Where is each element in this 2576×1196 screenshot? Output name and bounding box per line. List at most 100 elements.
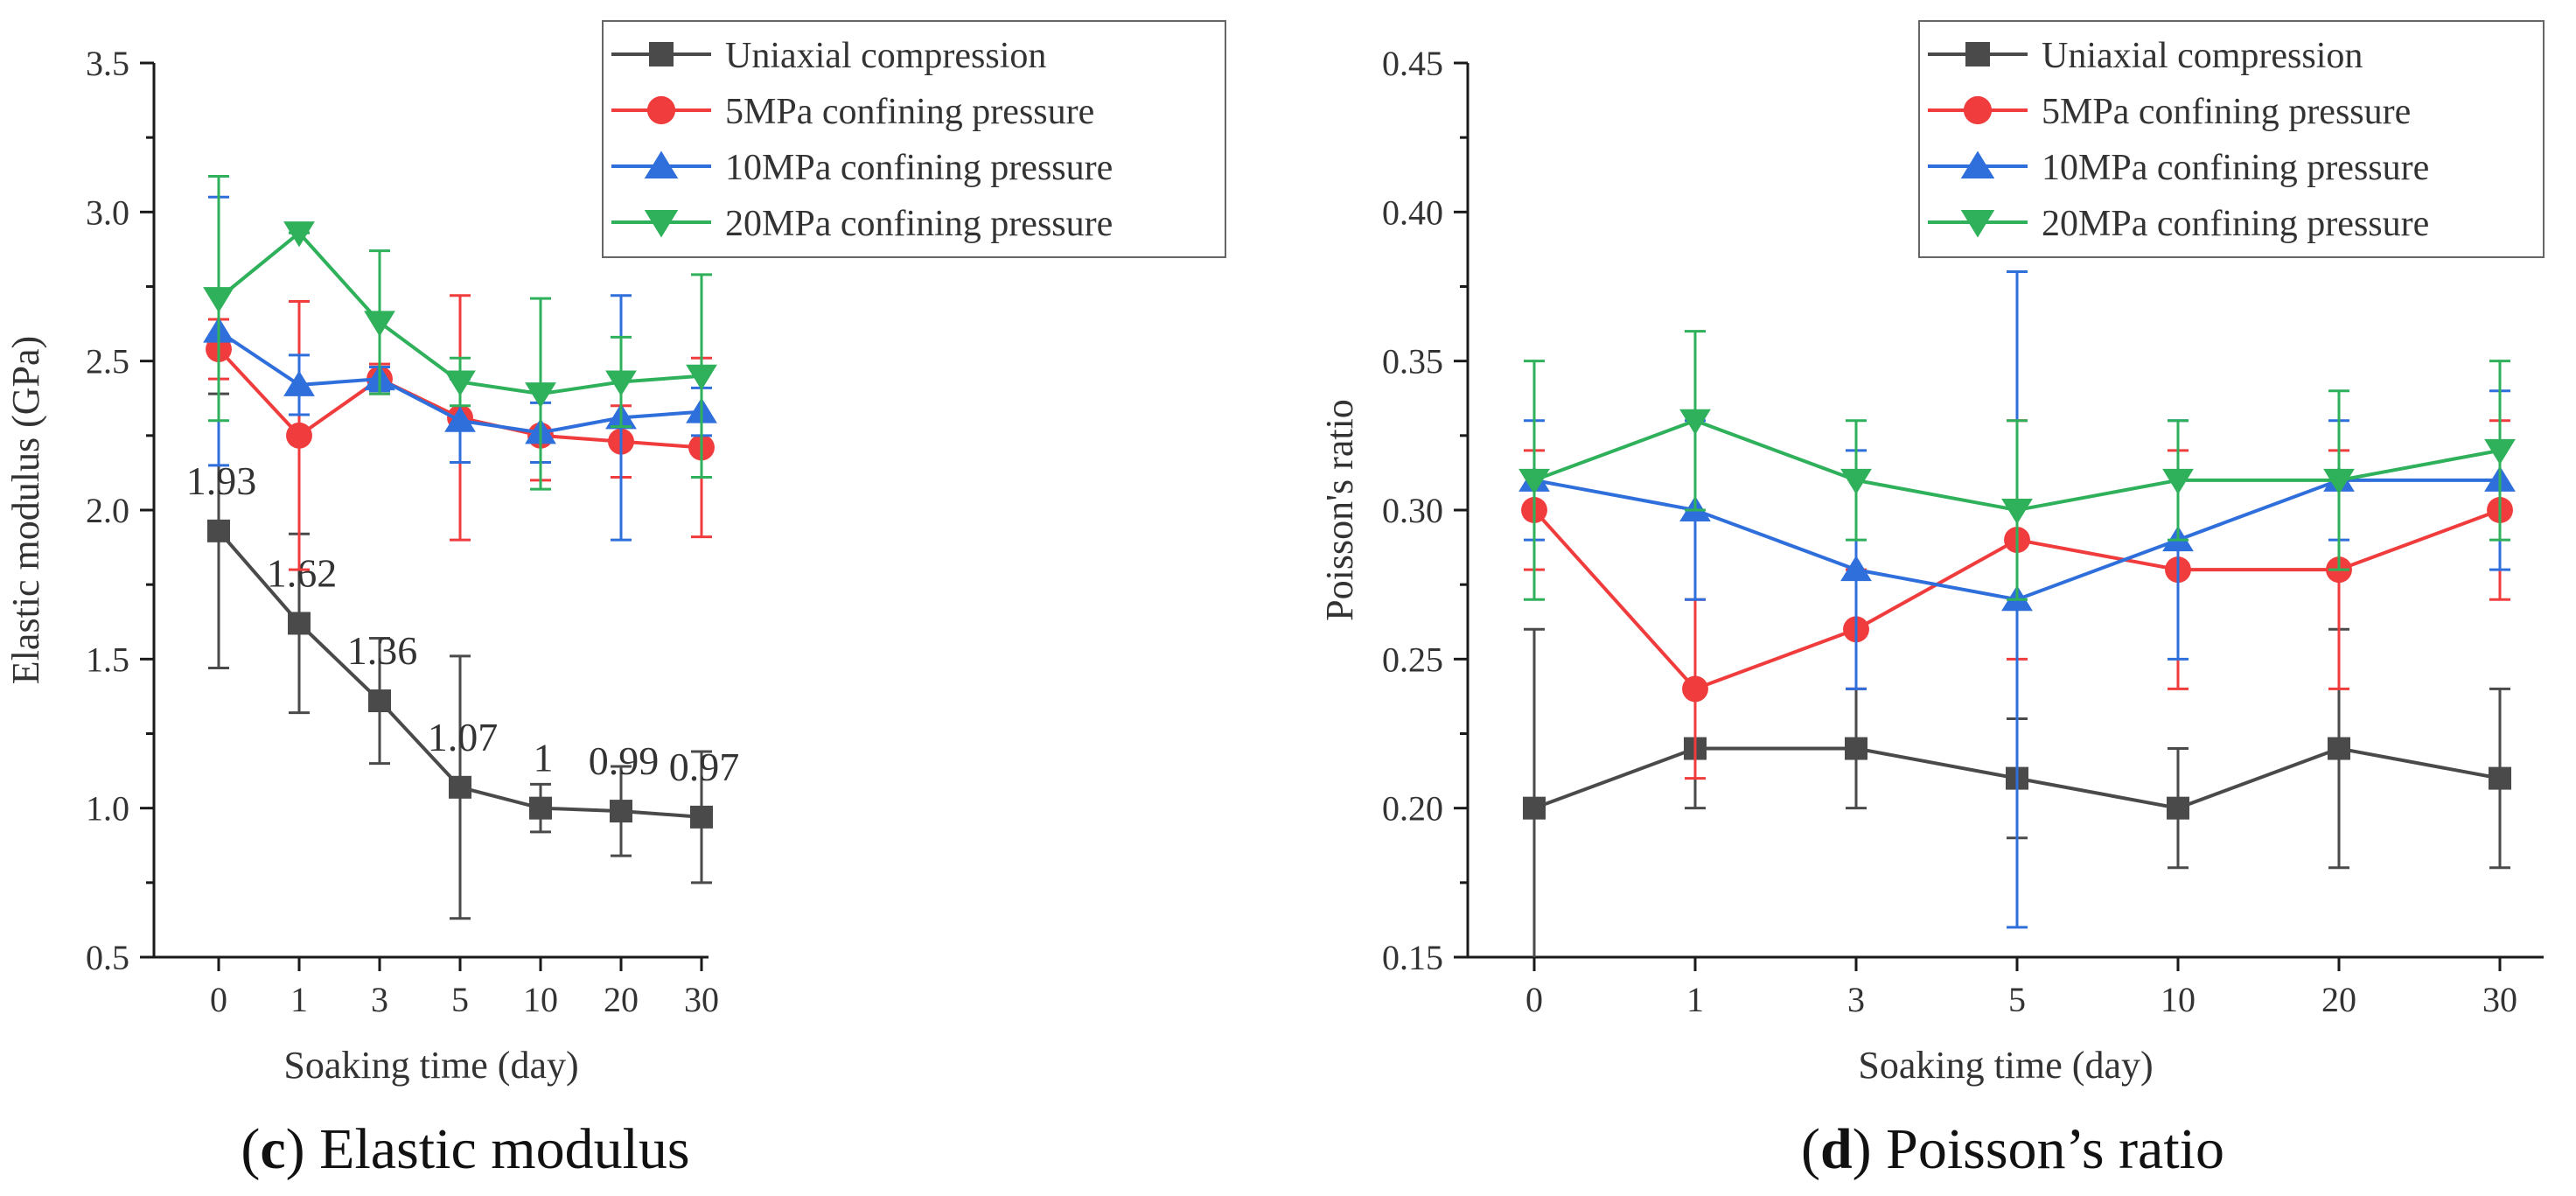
data-point xyxy=(2167,796,2189,820)
x-axis-label: Soaking time (day) xyxy=(283,1044,578,1087)
data-point xyxy=(1679,409,1711,436)
legend-marker xyxy=(644,210,679,238)
data-point xyxy=(1845,737,1867,760)
plot-area: 1.931.621.361.07 1 0.99 0.97 xyxy=(186,174,740,920)
y-tick-label: 0.25 xyxy=(1382,640,1443,679)
x-tick-label: 30 xyxy=(2482,980,2517,1019)
data-label: 1.07 xyxy=(428,715,499,759)
y-tick-label: 3.5 xyxy=(86,44,129,83)
legend-entry: 5MPa confining pressure xyxy=(1928,92,2411,132)
data-point xyxy=(444,406,476,432)
legend-label: 5MPa confining pressure xyxy=(2042,92,2411,132)
data-point xyxy=(368,689,391,713)
legend-label: Uniaxial compression xyxy=(725,36,1046,76)
legend: Uniaxial compression 5MPa confining press… xyxy=(1918,20,2545,258)
data-point xyxy=(203,287,234,313)
data-point xyxy=(529,796,552,820)
data-point xyxy=(525,382,556,409)
y-tick-label: 2.5 xyxy=(86,342,129,381)
legend-label: 5MPa confining pressure xyxy=(725,92,1094,132)
x-tick-label: 0 xyxy=(1525,980,1543,1019)
y-tick-label: 0.45 xyxy=(1382,44,1443,83)
legend-marker xyxy=(1963,95,1993,125)
panel-letter: c xyxy=(260,1117,285,1181)
series-square: 1.931.621.361.07 1 0.99 0.97 xyxy=(186,392,740,920)
series-triangle-down xyxy=(203,174,717,491)
y-tick-label: 0.30 xyxy=(1382,491,1443,530)
data-point xyxy=(283,221,315,248)
data-point xyxy=(2001,499,2033,525)
panel-caption-title: Elastic modulus xyxy=(319,1117,689,1181)
x-tick-label: 10 xyxy=(523,980,558,1019)
data-point xyxy=(1523,796,1546,820)
legend-entry: Uniaxial compression xyxy=(611,36,1046,76)
legend-entry: Uniaxial compression xyxy=(1928,36,2363,76)
x-tick-label: 20 xyxy=(2321,980,2356,1019)
y-tick-label: 2.0 xyxy=(86,491,129,530)
y-tick-label: 1.0 xyxy=(86,789,129,829)
legend-marker xyxy=(1960,150,1995,178)
data-point xyxy=(283,370,315,396)
x-axis-ticks: 0 1 3 5 10 20 30 xyxy=(1525,957,2517,1019)
data-point xyxy=(605,370,637,396)
data-point xyxy=(690,805,713,829)
y-tick-label: 1.5 xyxy=(86,640,129,679)
legend-label: 20MPa confining pressure xyxy=(2042,204,2429,244)
x-tick-label: 1 xyxy=(290,980,308,1019)
panel-caption: (c) Elastic modulus xyxy=(241,1117,689,1181)
data-label: 1 xyxy=(534,736,554,780)
x-axis-label: Soaking time (day) xyxy=(1858,1044,2153,1087)
x-tick-label: 1 xyxy=(1686,980,1704,1019)
data-point xyxy=(286,422,312,449)
legend-box xyxy=(1918,20,2545,258)
data-point xyxy=(1682,675,1708,703)
legend-entry: 5MPa confining pressure xyxy=(611,92,1094,132)
data-point xyxy=(207,519,230,542)
legend-marker xyxy=(646,95,676,125)
legend-entry: 10MPa confining pressure xyxy=(1928,148,2429,188)
plot-area xyxy=(1518,269,2516,957)
data-label: 0.99 xyxy=(589,738,660,783)
legend-marker xyxy=(649,42,674,66)
data-label: 1.36 xyxy=(347,628,418,673)
y-tick-label: 0.15 xyxy=(1382,938,1443,977)
x-tick-label: 10 xyxy=(2161,980,2196,1019)
legend-label: Uniaxial compression xyxy=(2042,36,2363,76)
data-point xyxy=(2484,438,2516,465)
data-point xyxy=(449,775,471,799)
panel-letter: d xyxy=(1820,1117,1853,1181)
poissons-ratio-chart: 0.150.200.250.300.350.400.45 0 1 3 5 10 20 30 … xyxy=(1318,20,2545,1181)
legend-marker xyxy=(1960,210,1995,238)
data-point xyxy=(444,370,476,396)
legend-label: 10MPa confining pressure xyxy=(725,148,1113,188)
x-tick-label: 30 xyxy=(684,980,719,1019)
data-point xyxy=(1518,468,1550,495)
y-axis-label: Poisson's ratio xyxy=(1318,399,1361,621)
legend-marker xyxy=(644,150,679,178)
data-point xyxy=(2328,737,2350,760)
panel-caption-title: Poisson’s ratio xyxy=(1886,1117,2224,1181)
x-tick-label: 5 xyxy=(2008,980,2026,1019)
data-point xyxy=(610,800,632,823)
legend-entry: 20MPa confining pressure xyxy=(1928,204,2429,244)
data-label: 0.97 xyxy=(669,745,740,789)
data-point xyxy=(2162,468,2194,495)
y-axis-ticks: 0.15 0.20 0.25 0.30 0.35 0.40 0.45 xyxy=(1382,44,1468,977)
x-axis-ticks: 0 1 3 5 10 20 30 xyxy=(210,957,719,1019)
y-tick-label: 3.0 xyxy=(86,192,129,232)
panel-caption: (d) Poisson’s ratio xyxy=(1801,1117,2224,1181)
x-tick-label: 5 xyxy=(451,980,469,1019)
data-point xyxy=(364,311,395,337)
legend-label: 20MPa confining pressure xyxy=(725,204,1113,244)
data-point xyxy=(288,612,311,635)
x-tick-label: 20 xyxy=(604,980,639,1019)
data-point xyxy=(2323,468,2355,495)
x-tick-label: 3 xyxy=(1847,980,1865,1019)
y-tick-label: 0.5 xyxy=(86,938,129,977)
x-tick-label: 0 xyxy=(210,980,227,1019)
y-tick-label: 0.20 xyxy=(1382,789,1443,829)
x-tick-label: 3 xyxy=(371,980,388,1019)
data-point xyxy=(2489,766,2511,790)
legend-entry: 10MPa confining pressure xyxy=(611,148,1113,188)
